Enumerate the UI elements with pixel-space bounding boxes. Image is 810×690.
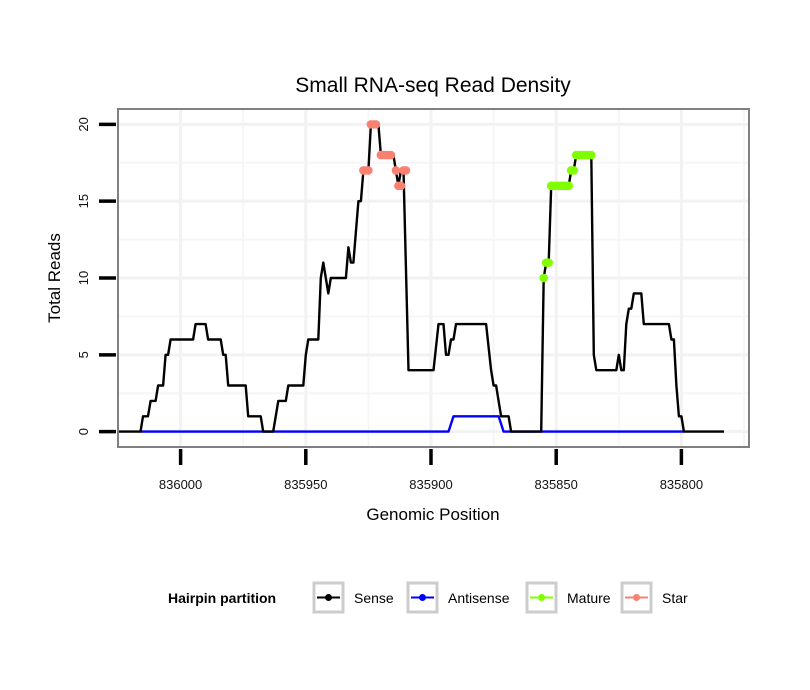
series-star [359,120,411,191]
panel-border [117,108,750,448]
data-point-mature [564,181,574,191]
legend-key-point [633,594,640,601]
y-tick-label: 5 [76,351,91,358]
x-tick-label: 835800 [660,477,703,492]
legend-title: Hairpin partition [168,590,276,606]
y-axis-title: Total Reads [45,233,64,323]
legend-label: Mature [567,590,611,606]
x-tick-label: 835850 [534,477,577,492]
legend-key-point [538,594,545,601]
legend-item-mature: Mature [525,581,611,614]
legend-item-sense: Sense [312,581,394,614]
data-point-star [401,166,411,175]
data-point-star [396,181,406,191]
legend-key-point [325,594,332,601]
chart-title: Small RNA-seq Read Density [295,74,571,97]
series-mature [539,150,596,283]
y-tick-label: 10 [76,271,91,285]
y-tick-label: 0 [76,428,91,435]
legend-label: Sense [354,590,394,606]
legend-label: Antisense [448,590,510,606]
data-point-star [371,120,381,129]
data-point-star [386,150,396,160]
data-point-star [391,166,401,175]
x-tick-label: 836000 [159,477,202,492]
x-tick-label: 835900 [409,477,452,492]
data-point-mature [569,166,579,175]
x-tick-label: 835950 [284,477,327,492]
legend-label: Star [662,590,688,606]
data-point-mature [544,258,553,267]
data-point-mature [586,150,596,160]
y-tick-label: 15 [76,194,91,208]
legend-key-point [419,594,426,601]
data-point-mature [539,273,548,283]
legend: Hairpin partition Sense Antisense Mature St… [168,581,688,614]
data-point-star [364,166,373,175]
x-axis: 836000 835950 835900 835850 835800 [159,449,703,492]
legend-item-star: Star [620,581,688,614]
legend-item-antisense: Antisense [406,581,510,614]
plot-panel [117,108,750,448]
y-tick-label: 20 [76,117,91,131]
y-axis: 0 5 10 15 20 [76,117,116,435]
series-layer [118,120,724,433]
x-axis-title: Genomic Position [366,505,499,524]
